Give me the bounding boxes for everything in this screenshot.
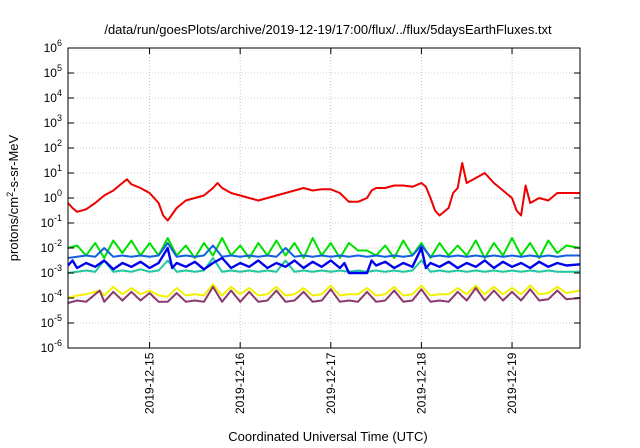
y-tick-label-exp: 2 (57, 138, 62, 148)
y-tick-label: 10-5 (41, 313, 62, 330)
y-axis-label-sup: 2 (5, 192, 15, 197)
y-tick-label: 101 (44, 163, 62, 180)
y-tick-label-base: 10 (41, 266, 55, 280)
y-tick-label: 10-3 (41, 263, 62, 280)
series-line-7 (67, 162, 580, 222)
y-tick-label: 106 (44, 38, 62, 55)
series-layer (67, 162, 581, 304)
y-axis-label-rest: -s-sr-MeV (6, 134, 21, 191)
y-tick-label: 10-2 (41, 238, 62, 255)
y-tick-label-exp: 6 (57, 38, 62, 48)
y-tick-label-exp: 0 (57, 188, 62, 198)
series-line-6 (67, 246, 581, 275)
chart-title: /data/run/goesPlots/archive/2019-12-19/1… (104, 22, 552, 37)
y-tick-label-exp: -1 (54, 213, 62, 223)
y-tick-label-exp: -2 (54, 238, 62, 248)
y-tick-label-base: 10 (44, 41, 58, 55)
y-tick-label-exp: -6 (54, 338, 62, 348)
series-line-2 (67, 285, 581, 304)
x-tick-label: 2019-12-17 (324, 352, 338, 414)
y-tick-label-exp: -4 (54, 288, 62, 298)
y-tick-label-base: 10 (41, 341, 55, 355)
y-tick-label-exp: 5 (57, 63, 62, 73)
y-tick-label-base: 10 (44, 191, 58, 205)
y-tick-label: 102 (44, 138, 62, 155)
y-tick-label-base: 10 (41, 291, 55, 305)
y-tick-label-exp: -5 (54, 313, 62, 323)
series-line-3 (67, 257, 580, 274)
y-tick-label-exp: 3 (57, 113, 62, 123)
y-axis-ticks: 10-610-510-410-310-210-11001011021031041… (41, 38, 580, 355)
y-tick-label: 10-4 (41, 288, 62, 305)
y-tick-label: 10-1 (41, 213, 62, 230)
x-tick-label: 2019-12-16 (233, 352, 247, 414)
y-tick-label-base: 10 (41, 216, 55, 230)
series-line-1 (67, 283, 581, 299)
y-tick-label: 105 (44, 63, 62, 80)
y-tick-label-exp: -3 (54, 263, 62, 273)
y-tick-label-base: 10 (44, 116, 58, 130)
x-tick-label: 2019-12-15 (143, 352, 157, 414)
x-tick-label: 2019-12-19 (505, 352, 519, 414)
y-tick-label-base: 10 (41, 316, 55, 330)
y-tick-label-base: 10 (44, 66, 58, 80)
x-tick-label: 2019-12-18 (414, 352, 428, 414)
y-tick-label: 104 (44, 88, 62, 105)
y-tick-label-exp: 1 (57, 163, 62, 173)
y-tick-label: 100 (44, 188, 62, 205)
y-tick-label: 10-6 (41, 338, 62, 355)
grid-lines (68, 48, 580, 348)
y-tick-label-base: 10 (44, 91, 58, 105)
y-axis-label: protons/cm2-s-sr-MeV (5, 134, 21, 261)
y-axis-label-base: protons/cm (6, 197, 21, 261)
y-tick-label-base: 10 (44, 141, 58, 155)
y-tick-label-exp: 4 (57, 88, 62, 98)
x-axis-ticks: 2019-12-15 2019-12-16 2019-12-17 2019-12-18… (143, 48, 519, 414)
y-tick-label-base: 10 (44, 166, 58, 180)
y-tick-label-base: 10 (41, 241, 55, 255)
x-axis-label: Coordinated Universal Time (UTC) (228, 429, 427, 444)
series-line-5 (67, 242, 580, 259)
y-tick-label: 103 (44, 113, 62, 130)
